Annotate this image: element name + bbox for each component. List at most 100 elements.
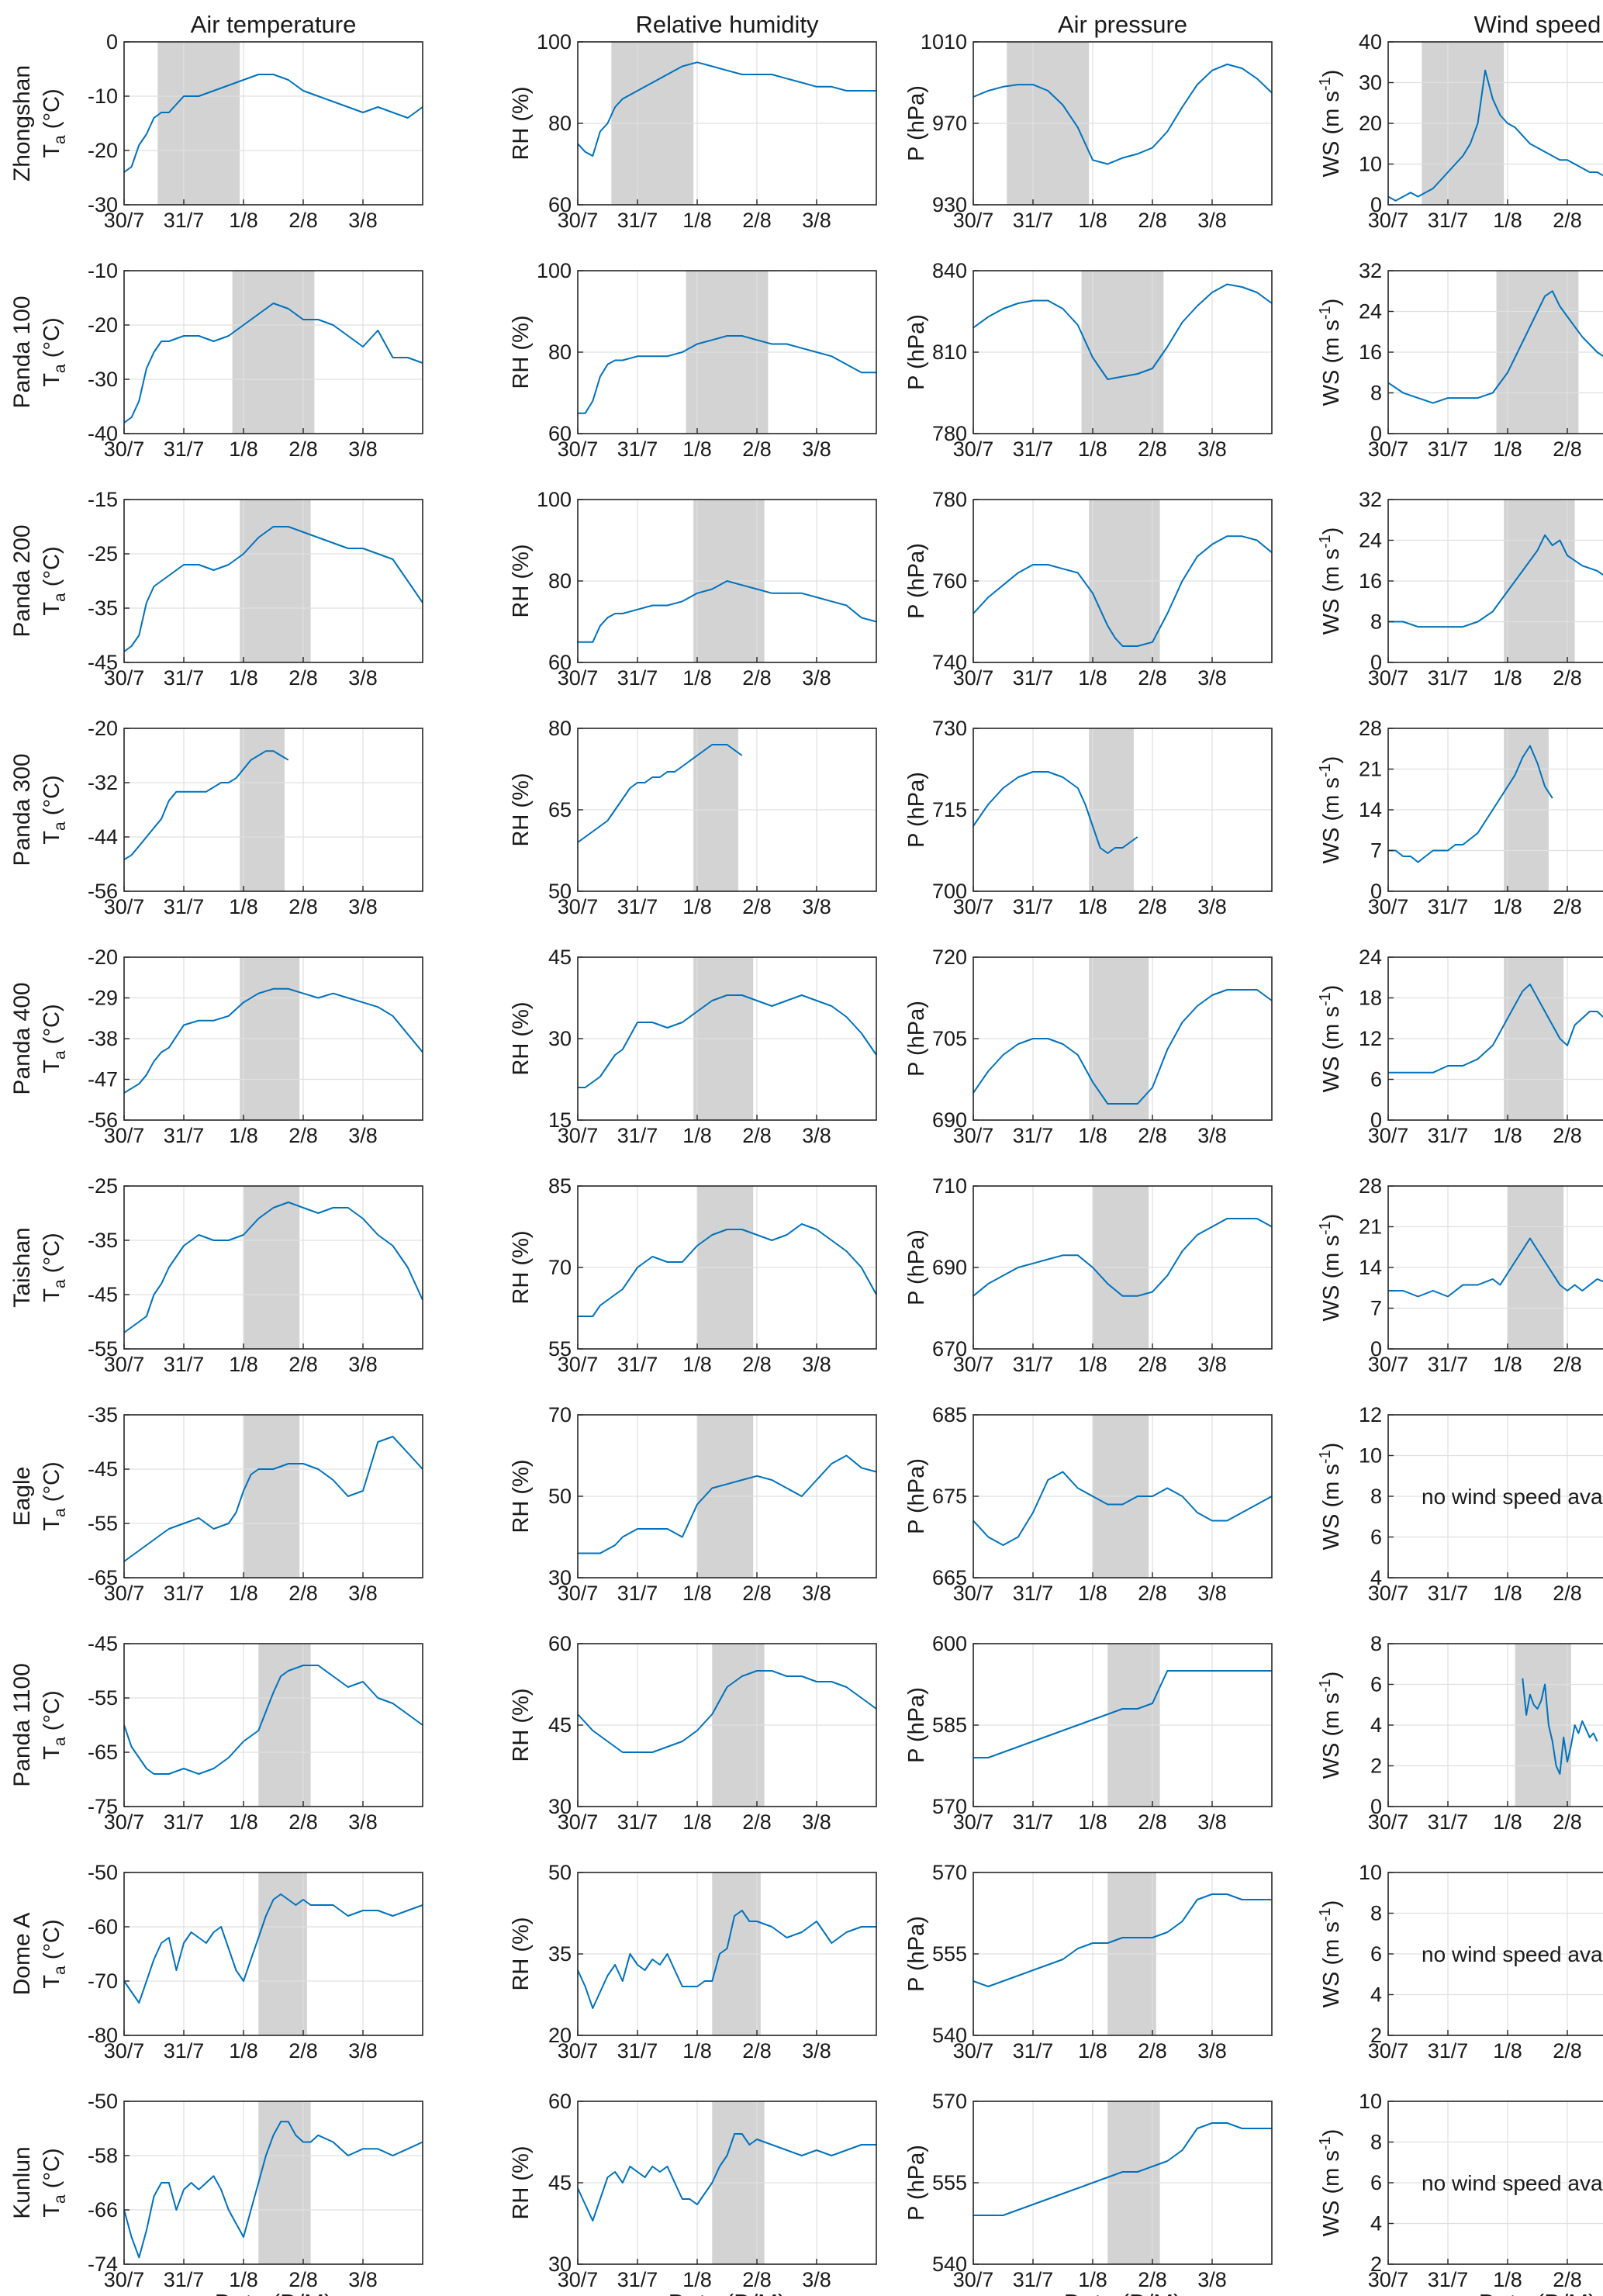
y-tick-label: 780 xyxy=(932,422,967,445)
x-tick-label: 3/8 xyxy=(1197,666,1227,690)
y-axis-label: Ta (°C) xyxy=(40,775,69,844)
x-tick-label: 31/7 xyxy=(617,1124,658,1147)
panel-6-2: 665 675 685 30/7 31/7 1/8 2/8 3/8 P (hPa) xyxy=(904,1403,1273,1605)
x-tick-label: 31/7 xyxy=(1013,1810,1054,1834)
y-tick-label: 80 xyxy=(548,569,572,593)
x-tick-label: 1/8 xyxy=(682,1124,712,1147)
x-tick-label: 2/8 xyxy=(1553,1353,1582,1376)
y-axis-label: P (hPa) xyxy=(904,772,929,848)
x-tick-label: 3/8 xyxy=(802,2268,831,2291)
panel-1-0: -40 -30 -20 -10 30/7 31/7 1/8 2/8 3/8 Ta (°C) xyxy=(40,259,423,461)
y-tick-label: 7 xyxy=(1370,1297,1382,1320)
series-line-Ta xyxy=(123,1436,423,1562)
y-tick-label: -74 xyxy=(88,2253,118,2276)
x-tick-label: 1/8 xyxy=(682,1353,712,1376)
y-tick-label: 6 xyxy=(1370,2171,1382,2194)
y-tick-label: 10 xyxy=(1359,1444,1382,1468)
x-tick-label: 1/8 xyxy=(229,895,258,918)
y-tick-label: 930 xyxy=(932,193,967,216)
series-line-WS xyxy=(1387,290,1603,404)
panel-0-2: 930 970 1010 30/7 31/7 1/8 2/8 3/8 P (hPa) xyxy=(904,30,1273,232)
y-tick-label: 70 xyxy=(548,1256,572,1279)
row-label-9: Kunlun xyxy=(9,2146,35,2218)
y-tick-label: 6 xyxy=(1370,1068,1382,1091)
x-tick-label: 30/7 xyxy=(558,209,599,232)
series-line-RH xyxy=(578,580,877,643)
x-tick-label: 1/8 xyxy=(682,209,712,232)
x-tick-label: 1/8 xyxy=(1493,666,1522,690)
y-tick-label: -35 xyxy=(88,596,118,620)
x-tick-label: 31/7 xyxy=(1013,1582,1054,1605)
y-axis-label: Ta (°C) xyxy=(40,2148,69,2217)
series-line-Ta xyxy=(123,1893,423,2004)
series-line-Ta xyxy=(123,987,423,1094)
panel-9-2: 540 555 570 30/7 31/7 1/8 2/8 3/8 P (hPa) xyxy=(904,2090,1273,2291)
x-tick-label: 2/8 xyxy=(288,209,318,232)
x-tick-label: 1/8 xyxy=(1493,2039,1522,2063)
series-line-RH xyxy=(577,1910,876,2009)
x-tick-label: 3/8 xyxy=(802,1124,831,1147)
x-tick-label: 2/8 xyxy=(1138,209,1167,232)
x-tick-label: 1/8 xyxy=(1493,209,1522,232)
y-axis-label: P (hPa) xyxy=(904,2145,929,2221)
series-line-Ta xyxy=(123,2121,423,2259)
y-tick-label: -20 xyxy=(88,946,118,969)
x-tick-label: 3/8 xyxy=(802,895,831,918)
series-line-P xyxy=(973,1471,1273,1546)
series-line-P xyxy=(973,1218,1273,1297)
y-tick-label: -45 xyxy=(88,651,118,674)
x-tick-label: 30/7 xyxy=(1368,209,1409,232)
x-tick-label: 1/8 xyxy=(229,1353,258,1376)
event-shading xyxy=(240,500,311,662)
y-axis-label: RH (%) xyxy=(509,315,534,389)
y-axis-label: RH (%) xyxy=(509,1688,534,1762)
x-tick-label: 30/7 xyxy=(953,2039,994,2063)
x-tick-label: 31/7 xyxy=(1428,895,1469,918)
y-tick-label: 720 xyxy=(932,946,967,969)
x-tick-label: 31/7 xyxy=(617,437,658,461)
y-tick-label: 4 xyxy=(1370,1713,1382,1737)
x-tick-label: 30/7 xyxy=(558,895,599,918)
y-axis-label: WS (m s-1) xyxy=(1317,1443,1344,1551)
x-tick-label: 1/8 xyxy=(1493,1582,1522,1605)
x-tick-label: 31/7 xyxy=(617,209,658,232)
y-tick-label: 8 xyxy=(1370,1485,1382,1508)
row-label-6: Eagle xyxy=(9,1467,35,1527)
y-tick-label: 6 xyxy=(1370,1526,1382,1549)
y-tick-label: -56 xyxy=(88,1108,118,1132)
y-tick-label: -30 xyxy=(88,368,118,391)
x-tick-label: 31/7 xyxy=(1428,437,1469,461)
y-tick-label: 690 xyxy=(932,1108,967,1132)
y-tick-label: 740 xyxy=(932,651,967,674)
y-tick-label: -55 xyxy=(88,1686,118,1710)
y-tick-label: 70 xyxy=(548,1403,572,1426)
y-tick-label: 24 xyxy=(1359,946,1382,969)
x-tick-label: 3/8 xyxy=(348,666,378,690)
y-tick-label: 24 xyxy=(1359,300,1382,323)
y-tick-label: 685 xyxy=(932,1403,967,1426)
y-tick-label: 80 xyxy=(548,717,572,740)
y-tick-label: 30 xyxy=(548,2253,572,2276)
y-tick-label: 690 xyxy=(932,1256,967,1279)
y-tick-label: 570 xyxy=(932,2090,967,2113)
y-tick-label: 21 xyxy=(1359,758,1382,781)
x-tick-label: 3/8 xyxy=(802,209,831,232)
x-tick-label: 30/7 xyxy=(558,666,599,690)
y-tick-label: 20 xyxy=(1359,112,1382,135)
row-label-7: Panda 1100 xyxy=(9,1663,35,1787)
x-tick-label: 2/8 xyxy=(1553,666,1582,690)
panel-3-1: 50 65 80 30/7 31/7 1/8 2/8 3/8 RH (%) xyxy=(509,717,877,918)
x-tick-label: 1/8 xyxy=(1078,2268,1107,2291)
x-tick-label: 2/8 xyxy=(1553,2268,1582,2291)
y-tick-label: -47 xyxy=(88,1068,118,1091)
x-axis-label-3: Date (D/M) xyxy=(1479,2289,1597,2296)
x-tick-label: 31/7 xyxy=(1428,2039,1469,2063)
y-tick-label: 55 xyxy=(548,1337,572,1361)
x-tick-label: 3/8 xyxy=(1197,209,1227,232)
x-tick-label: 31/7 xyxy=(164,2268,205,2291)
x-tick-label: 31/7 xyxy=(164,895,205,918)
y-tick-label: 0 xyxy=(1370,1108,1382,1132)
x-tick-label: 30/7 xyxy=(104,2039,145,2063)
x-axis-label-0: Date (D/M) xyxy=(215,2289,333,2296)
y-axis-label: P (hPa) xyxy=(904,1229,929,1305)
